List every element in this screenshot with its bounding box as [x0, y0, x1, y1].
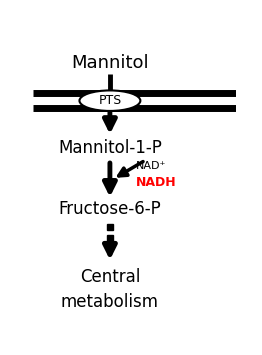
- Text: Fructose-6-P: Fructose-6-P: [58, 200, 161, 218]
- Text: Central
metabolism: Central metabolism: [61, 268, 159, 311]
- Ellipse shape: [79, 91, 140, 111]
- Text: PTS: PTS: [98, 94, 122, 107]
- Text: NAD⁺: NAD⁺: [136, 160, 167, 171]
- Text: Mannitol: Mannitol: [71, 54, 149, 72]
- Text: NADH: NADH: [136, 175, 177, 189]
- Text: Mannitol-1-P: Mannitol-1-P: [58, 139, 162, 157]
